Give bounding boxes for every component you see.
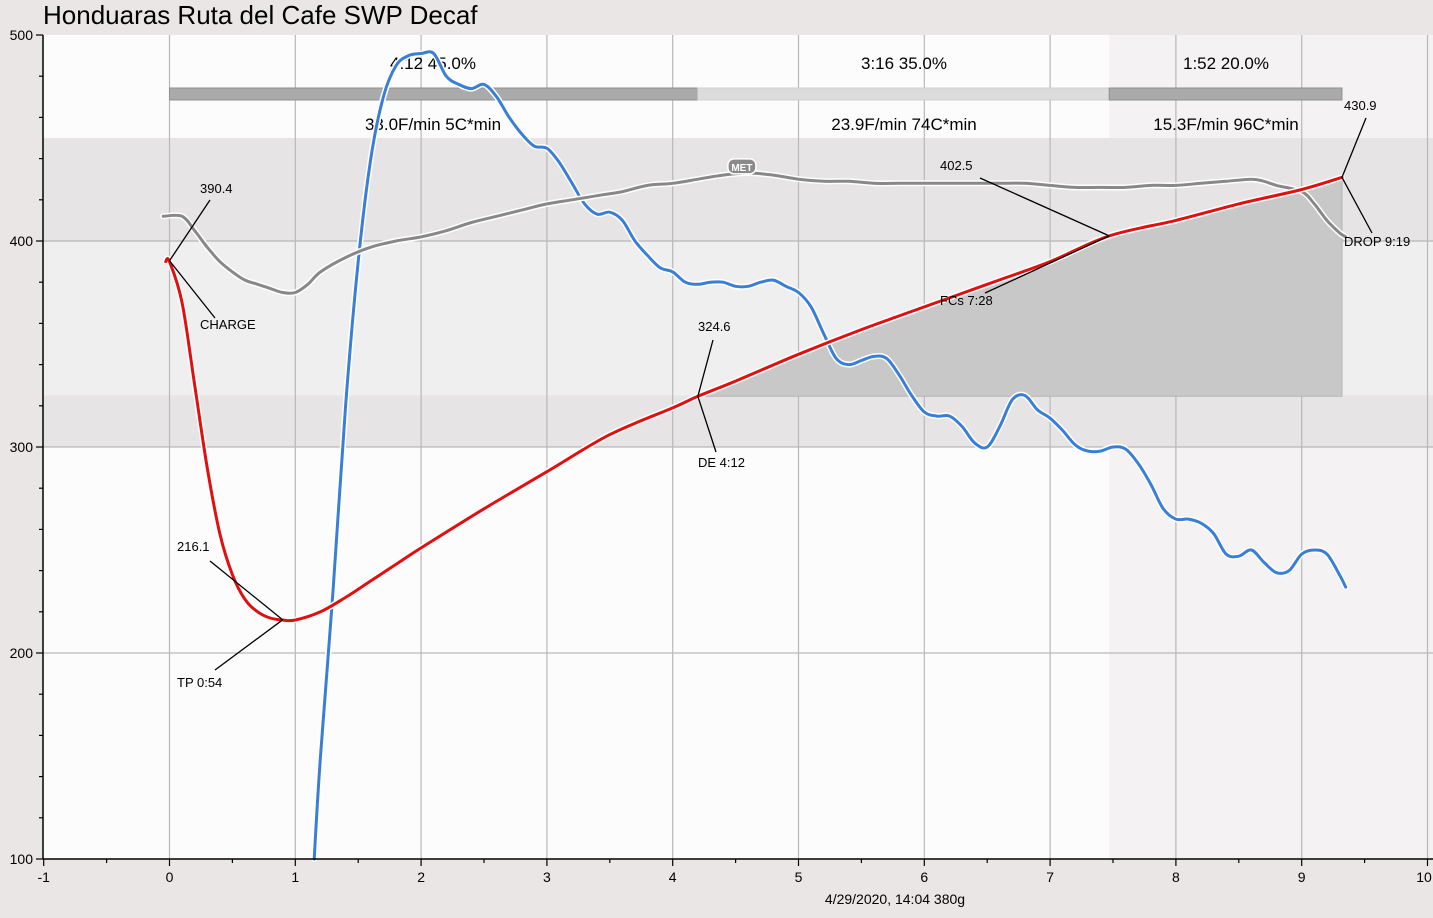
x-tick-label: 1 <box>291 869 299 885</box>
fcs-name-leader <box>984 235 1110 294</box>
charge-name-label: CHARGE <box>200 317 256 332</box>
tp-value-label: 216.1 <box>177 539 210 554</box>
tp-name-label: TP 0:54 <box>177 675 222 690</box>
drop-value-label: 430.9 <box>1344 98 1377 113</box>
de-value-leader <box>697 339 714 397</box>
x-tick-label: 4 <box>669 869 677 885</box>
met-marker-badge <box>727 158 757 175</box>
de-value-label: 324.6 <box>698 319 731 334</box>
annotations-layer: MET 390.4 CHARGE 216.1 TP 0:54 324.6 DE 4:12 40… <box>168 98 1410 690</box>
phases-layer: 4:12 45.0% 33.0F/min 5C*min 3:16 35.0% 23.9… <box>169 54 1343 134</box>
phase-bar <box>1108 87 1343 101</box>
chart-footer: 4/29/2020, 14:04 380g <box>825 891 965 907</box>
charge-value-label: 390.4 <box>200 181 233 196</box>
phase-time-label: 1:52 20.0% <box>1183 54 1269 73</box>
drop-name-leader <box>1341 177 1373 234</box>
fcs-value-leader <box>979 177 1110 237</box>
met-marker-label: MET <box>731 163 752 174</box>
x-tick-label: 0 <box>166 869 174 885</box>
x-tick-label: 6 <box>920 869 928 885</box>
drop-name-label: DROP 9:19 <box>1344 234 1410 249</box>
x-tick-label: 3 <box>543 869 551 885</box>
phase-bar <box>169 87 699 101</box>
charge-name-leader <box>168 260 216 319</box>
x-tick-label: 7 <box>1046 869 1054 885</box>
y-tick-label: 100 <box>10 851 34 867</box>
charge-value-leader <box>168 199 211 262</box>
axes-layer: 100 200 300 400 500 -1 0 1 2 3 4 5 6 7 8 9 10 <box>10 27 1433 885</box>
bt-line <box>164 175 1344 623</box>
phase-rate-label: 15.3F/min 96C*min <box>1153 115 1299 134</box>
x-tick-label: 10 <box>1416 869 1432 885</box>
x-tick-label: 2 <box>417 869 425 885</box>
phase-rate-label: 23.9F/min 74C*min <box>831 115 977 134</box>
drop-value-leader <box>1341 117 1367 178</box>
phase-time-label: 3:16 35.0% <box>861 54 947 73</box>
fcs-value-label: 402.5 <box>940 158 973 173</box>
tp-value-leader <box>209 560 284 621</box>
chart-title: Honduaras Ruta del Cafe SWP Decaf <box>43 0 478 30</box>
de-name-leader <box>697 396 717 453</box>
y-tick-label: 400 <box>10 233 34 249</box>
fcs-name-label: FCs 7:28 <box>940 293 993 308</box>
y-tick-label: 500 <box>10 27 34 43</box>
ror-line <box>312 50 1348 861</box>
de-name-label: DE 4:12 <box>698 455 745 470</box>
y-tick-label: 300 <box>10 439 34 455</box>
x-tick-label: 5 <box>795 869 803 885</box>
x-tick-label: 9 <box>1298 869 1306 885</box>
phase-time-label: 4:12 45.0% <box>390 54 476 73</box>
phase-bar <box>697 87 1110 101</box>
x-tick-label: -1 <box>37 869 50 885</box>
phase-rate-label: 33.0F/min 5C*min <box>365 115 501 134</box>
x-tick-label: 8 <box>1172 869 1180 885</box>
tp-name-leader <box>214 619 284 671</box>
et-line <box>161 171 1348 295</box>
lines-layer <box>160 48 1349 862</box>
y-tick-label: 200 <box>10 645 34 661</box>
